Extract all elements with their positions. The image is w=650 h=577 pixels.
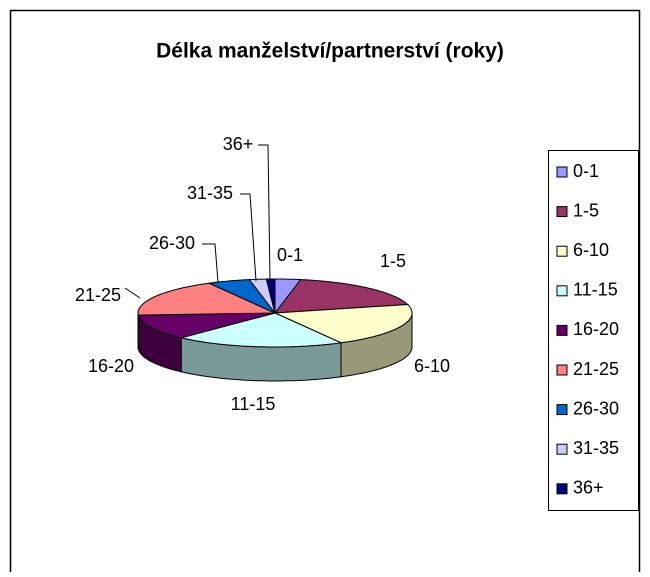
legend-label: 31-35 xyxy=(573,438,619,458)
leader-line xyxy=(202,244,218,282)
legend-label: 26-30 xyxy=(573,398,619,418)
legend-swatch xyxy=(557,484,567,494)
data-label: 31-35 xyxy=(187,183,233,203)
data-label: 26-30 xyxy=(149,233,195,253)
legend-swatch xyxy=(557,365,567,375)
legend-label: 11-15 xyxy=(573,280,618,300)
data-label: 0-1 xyxy=(277,245,303,265)
leader-line xyxy=(240,194,256,281)
legend-label: 1-5 xyxy=(573,200,599,220)
data-label: 11-15 xyxy=(231,394,276,414)
legend-label: 16-20 xyxy=(573,319,619,339)
legend-swatch xyxy=(557,286,567,296)
data-label: 6-10 xyxy=(414,356,450,376)
legend-swatch xyxy=(557,444,567,454)
chart-title: Délka manželství/partnerství (roky) xyxy=(156,40,504,63)
legend-label: 21-25 xyxy=(573,359,619,379)
legend-swatch xyxy=(557,167,567,177)
data-label: 16-20 xyxy=(88,356,134,376)
legend-swatch xyxy=(557,325,567,335)
legend-swatch xyxy=(557,207,567,217)
legend-label: 36+ xyxy=(573,478,604,498)
leader-line xyxy=(125,288,140,298)
legend-swatch xyxy=(557,405,567,415)
legend-label: 0-1 xyxy=(573,161,599,181)
data-label: 1-5 xyxy=(380,251,406,271)
legend-label: 6-10 xyxy=(573,240,609,260)
data-label: 36+ xyxy=(223,134,254,154)
data-label: 21-25 xyxy=(75,285,121,305)
leader-line xyxy=(258,145,270,280)
legend-swatch xyxy=(557,246,567,256)
